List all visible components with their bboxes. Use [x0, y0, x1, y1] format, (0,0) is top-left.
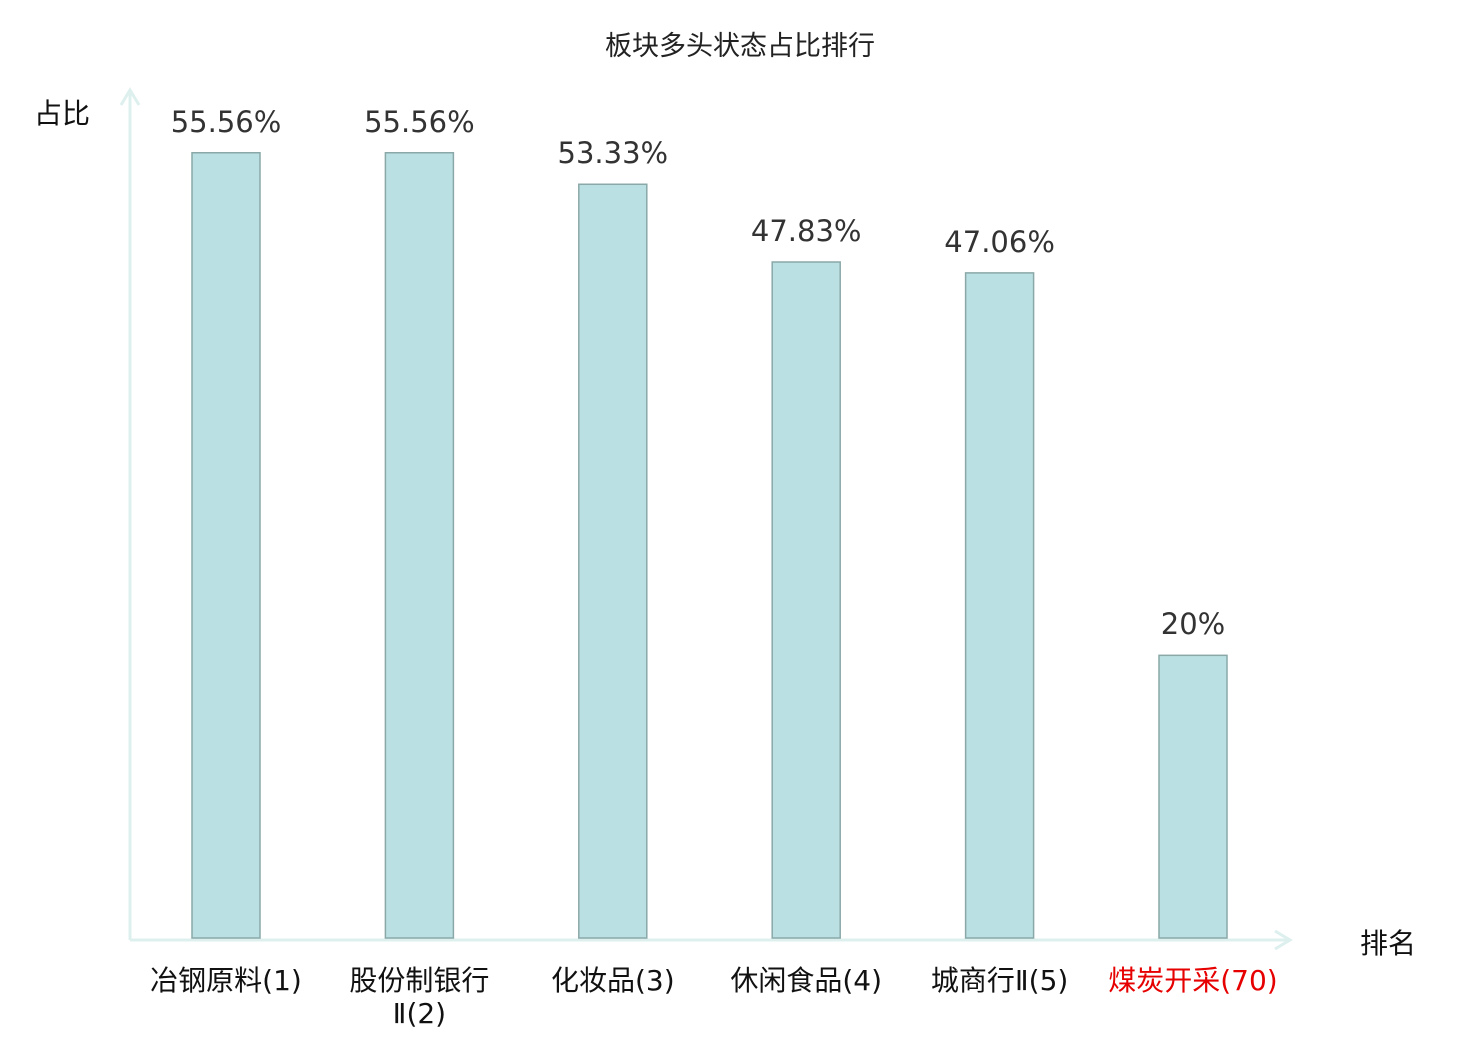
data-label: 55.56%	[170, 104, 282, 139]
x-tick-label: 股份制银行Ⅱ(2)	[349, 964, 490, 1030]
bar	[191, 152, 261, 939]
bar	[771, 261, 841, 939]
x-tick-label: 煤炭开采(70)	[1108, 964, 1278, 997]
bar	[964, 272, 1035, 939]
data-label: 20%	[1160, 607, 1226, 642]
y-axis-arrow	[119, 87, 141, 106]
x-axis-arrow	[1274, 929, 1293, 951]
chart-title: 板块多头状态占比排行	[605, 31, 875, 62]
x-tick-label: 化妆品(3)	[550, 964, 675, 997]
data-label: 47.06%	[944, 224, 1055, 259]
x-tick-label: 休闲食品(4)	[730, 964, 883, 997]
x-tick-label: 冶钢原料(1)	[150, 964, 302, 997]
data-label: 47.83%	[750, 214, 862, 248]
y-axis-label: 占比	[34, 97, 91, 130]
x-axis-label: 排名	[1360, 927, 1417, 960]
bar	[384, 152, 455, 939]
x-tick-label: 城商行Ⅱ(5)	[930, 964, 1069, 997]
bar	[1158, 654, 1228, 939]
data-label: 55.56%	[364, 104, 475, 139]
bar	[578, 183, 648, 939]
data-label: 53.33%	[557, 136, 669, 171]
